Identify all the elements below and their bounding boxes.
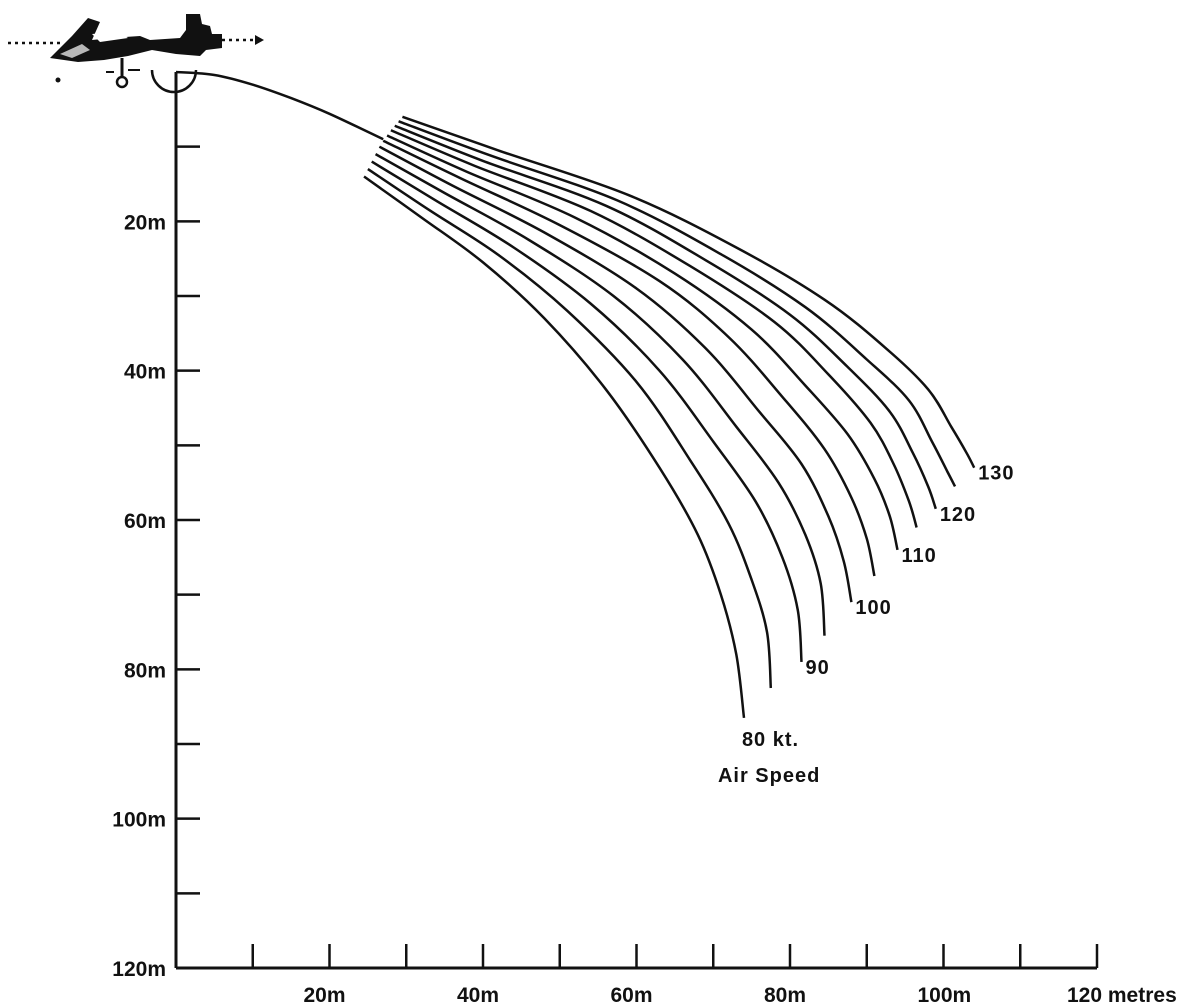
series-line — [367, 168, 773, 689]
series-line — [401, 115, 976, 469]
series-line — [386, 134, 899, 551]
y-tick-label: 80m — [124, 659, 166, 682]
x-tick-label: 120 metres — [1067, 984, 1177, 1007]
y-tick-label: 100m — [112, 809, 166, 832]
series-label: 80 kt. — [742, 729, 799, 751]
aircraft-icon — [8, 14, 264, 89]
series-label: 100 — [855, 597, 891, 619]
x-tick-label: 100m — [918, 984, 972, 1007]
common-trajectory-line — [175, 70, 384, 141]
series-line — [382, 139, 876, 577]
y-tick-label: 60m — [124, 510, 166, 533]
y-tick-label: 120m — [112, 958, 166, 981]
series-line — [378, 145, 853, 603]
x-tick-label: 20m — [304, 984, 346, 1007]
x-tick-label: 40m — [457, 984, 499, 1007]
series-line — [390, 129, 918, 528]
air-speed-annotation: Air Speed — [718, 765, 820, 787]
x-axis-ticks — [251, 944, 1099, 968]
y-tick-label: 40m — [124, 361, 166, 384]
release-point-marker — [150, 69, 198, 94]
series-line — [374, 153, 826, 636]
y-tick-label: 20m — [124, 211, 166, 234]
series-label: 120 — [940, 504, 976, 526]
series-label: 130 — [978, 463, 1014, 485]
x-tick-label: 80m — [764, 984, 806, 1007]
x-tick-label: 60m — [611, 984, 653, 1007]
series-line — [398, 120, 957, 487]
x-axis-tick-labels: 20m 40m 60m 80m 100m 120 metres — [304, 984, 1177, 1007]
series-line — [371, 160, 803, 662]
series-lines — [363, 115, 976, 719]
series-line — [363, 175, 746, 719]
y-axis-tick-labels: 20m 40m 60m 80m 100m 120m — [112, 211, 166, 981]
series-label: 110 — [901, 545, 936, 567]
series-label: 90 — [806, 657, 830, 679]
series-line — [394, 124, 937, 510]
y-axis-ticks — [176, 145, 200, 895]
